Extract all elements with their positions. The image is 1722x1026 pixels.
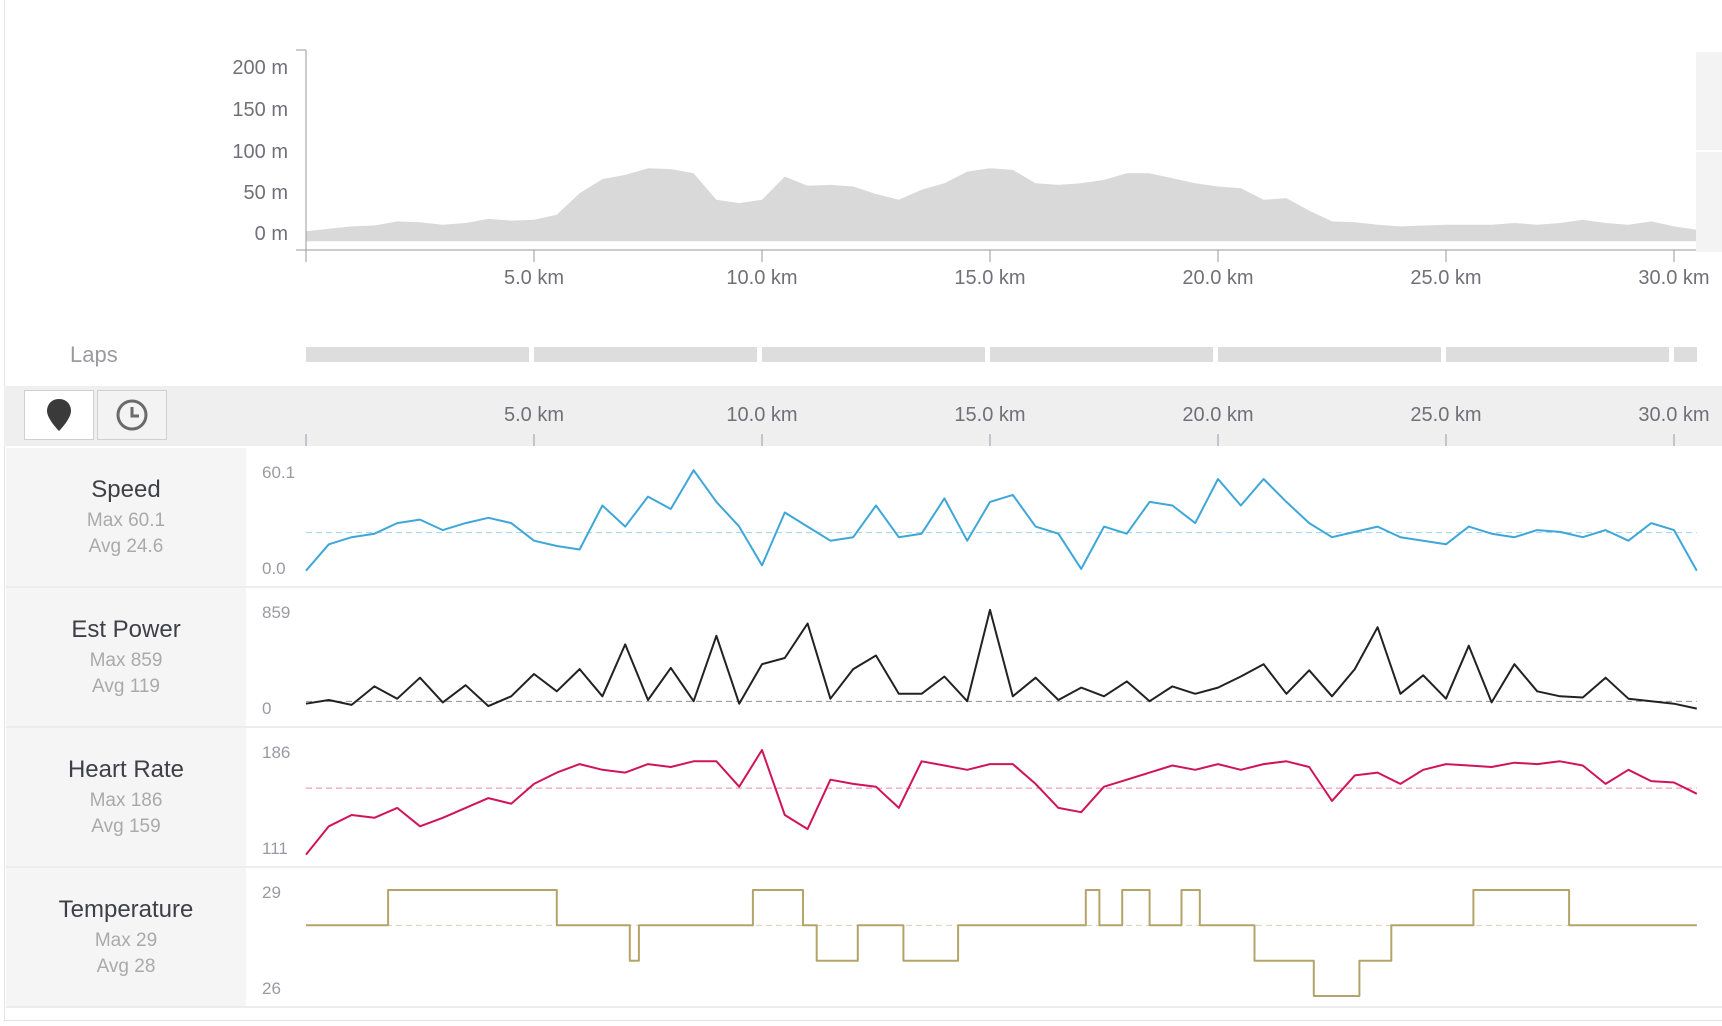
row-separator [6, 586, 1722, 588]
metric-chart: 859 0 [262, 603, 1698, 718]
metric-max: Max 859 [89, 650, 163, 671]
map-pin-icon [47, 399, 71, 431]
metric-avg: Avg 119 [92, 676, 160, 697]
elevation-y-tick-label: 200 m [232, 57, 288, 79]
metric-label-panel: Speed Max 60.1 Avg 24.6 [6, 448, 246, 586]
elevation-x-tick-label: 5.0 km [504, 267, 564, 289]
metric-top-label: 859 [262, 603, 290, 622]
elevation-scroll-marker [1696, 52, 1722, 150]
metric-name: Est Power [71, 616, 181, 643]
page-bottom-border [4, 1020, 1722, 1021]
metric-label-panel: Temperature Max 29 Avg 28 [6, 868, 246, 1006]
metric-row-speed: Speed Max 60.1 Avg 24.6 60.1 0.0 [6, 448, 1722, 586]
metric-avg: Avg 24.6 [88, 536, 164, 557]
metric-row-temperature: Temperature Max 29 Avg 28 29 26 [6, 868, 1722, 1006]
row-separator [6, 726, 1722, 728]
lap-bar[interactable] [1218, 347, 1441, 362]
distance-axis-tick-label: 5.0 km [504, 404, 564, 426]
metric-bottom-label: 111 [262, 839, 288, 858]
metric-top-label: 29 [262, 883, 281, 902]
row-separator [6, 1006, 1722, 1008]
x-axis-toolbar [4, 386, 1722, 446]
distance-axis-tick-label: 30.0 km [1638, 404, 1709, 426]
distance-axis: 5.0 km 10.0 km 15.0 km 20.0 km 25.0 km 30.0 k… [305, 404, 1710, 446]
elevation-scroll-marker [1696, 152, 1722, 252]
elevation-x-tick-label: 10.0 km [726, 267, 797, 289]
metric-name: Speed [91, 476, 161, 503]
elevation-x-tick-label: 30.0 km [1638, 267, 1709, 289]
metric-label-panel: Est Power Max 859 Avg 119 [6, 588, 246, 726]
elevation-chart: 200 m 150 m 100 m 50 m 0 m 5.0 km 10.0 km 15.0 … [232, 49, 1722, 289]
metric-row-est-power: Est Power Max 859 Avg 119 859 0 [6, 588, 1722, 726]
elevation-x-tick-label: 25.0 km [1410, 267, 1481, 289]
time-mode-button[interactable] [97, 390, 167, 440]
metric-series-line [305, 608, 1698, 710]
lap-bar[interactable] [306, 347, 529, 362]
lap-bar[interactable] [990, 347, 1213, 362]
distance-axis-tick-label: 25.0 km [1410, 404, 1481, 426]
metric-chart: 186 111 [262, 743, 1698, 858]
elevation-x-tick-label: 15.0 km [954, 267, 1025, 289]
metric-bottom-label: 0.0 [262, 559, 286, 578]
lap-bar[interactable] [534, 347, 757, 362]
lap-bar[interactable] [762, 347, 985, 362]
lap-bar[interactable] [1674, 347, 1697, 362]
row-separator [6, 866, 1722, 868]
laps-label: Laps [70, 342, 118, 367]
metric-chart: 60.1 0.0 [262, 463, 1698, 578]
metric-top-label: 186 [262, 743, 290, 762]
distance-mode-button[interactable] [24, 390, 94, 440]
metric-series-line [305, 469, 1698, 572]
elevation-y-tick-label: 150 m [232, 99, 288, 121]
metric-avg: Avg 28 [96, 956, 156, 977]
metric-name: Temperature [58, 896, 194, 923]
elevation-y-tick-label: 100 m [232, 141, 288, 163]
metric-series-line [306, 889, 1697, 997]
page-left-border [4, 0, 5, 1022]
elevation-y-tick-label: 50 m [244, 182, 288, 204]
elevation-y-tick-label: 0 m [255, 223, 288, 245]
metric-bottom-label: 26 [262, 979, 281, 998]
metric-label-panel: Heart Rate Max 186 Avg 159 [6, 728, 246, 866]
elevation-area [306, 168, 1697, 242]
metric-series-line [305, 749, 1698, 856]
lap-bar[interactable] [1446, 347, 1669, 362]
distance-axis-tick-label: 10.0 km [726, 404, 797, 426]
distance-axis-tick-label: 15.0 km [954, 404, 1025, 426]
elevation-x-tick-label: 20.0 km [1182, 267, 1253, 289]
metric-row-heart-rate: Heart Rate Max 186 Avg 159 186 111 [6, 728, 1722, 866]
metric-max: Max 186 [89, 790, 163, 811]
metric-top-label: 60.1 [262, 463, 295, 482]
metric-max: Max 60.1 [86, 510, 166, 531]
metric-chart: 29 26 [262, 883, 1697, 998]
clock-icon [116, 399, 148, 431]
metric-max: Max 29 [94, 930, 158, 951]
metric-bottom-label: 0 [262, 699, 271, 718]
metric-avg: Avg 159 [91, 816, 161, 837]
distance-axis-tick-label: 20.0 km [1182, 404, 1253, 426]
metric-name: Heart Rate [67, 756, 185, 783]
